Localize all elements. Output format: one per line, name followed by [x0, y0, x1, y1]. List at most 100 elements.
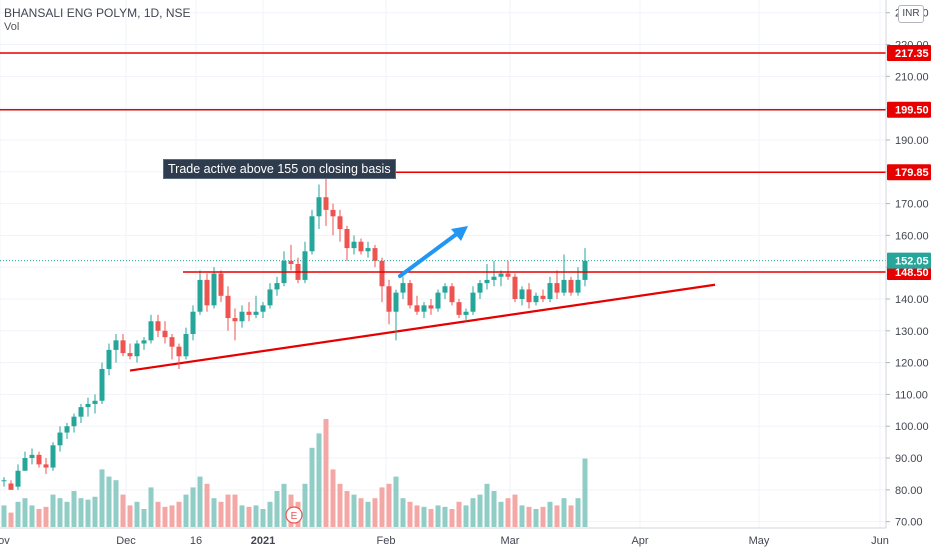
candle-body	[561, 279, 567, 293]
candle-body	[218, 273, 224, 296]
time-tick-label: Dec	[116, 535, 136, 547]
trend-arrow-shaft	[398, 231, 460, 278]
grid-lines	[0, 0, 886, 528]
candle-body	[232, 318, 238, 322]
volume-bar	[64, 501, 70, 527]
price-tick-label: 70.00	[895, 517, 923, 529]
volume-bar	[505, 498, 511, 527]
volume-bar	[246, 506, 252, 527]
candle-body	[582, 260, 588, 280]
volume-bar	[127, 505, 133, 527]
candle-body	[288, 260, 294, 264]
candle-body	[113, 340, 119, 350]
volume-bar	[155, 501, 161, 527]
candle-body	[204, 279, 210, 306]
candle-body	[554, 283, 560, 293]
time-tick-label: Nov	[0, 535, 10, 547]
trade-callout-label: Trade active above 155 on closing basis	[163, 159, 396, 179]
candle-body	[197, 279, 203, 312]
last-price-badge	[887, 252, 931, 269]
volume-bar	[169, 505, 175, 527]
trend-arrow-head	[451, 226, 468, 241]
candlesticks	[1, 171, 588, 490]
candle-body	[428, 305, 434, 309]
volume-bar	[120, 494, 126, 527]
candle-body	[71, 416, 77, 427]
volume-bar	[477, 494, 483, 527]
level-badge-label: 179.85	[895, 167, 929, 179]
candle-body	[43, 464, 49, 468]
candle-body	[477, 283, 483, 293]
candle-body	[330, 209, 336, 217]
volume-bar	[267, 501, 273, 527]
currency-button[interactable]: INR	[898, 5, 924, 23]
candle-body	[246, 311, 252, 315]
volume-bar	[43, 506, 49, 527]
symbol-title: BHANSALI ENG POLYM, 1D, NSE	[4, 6, 191, 20]
time-tick-label: May	[749, 535, 770, 547]
volume-bar	[533, 509, 539, 527]
candle-body	[1, 480, 7, 482]
candle-body	[239, 311, 245, 322]
level-badge	[887, 164, 931, 181]
candle-body	[85, 403, 91, 408]
volume-bar	[393, 476, 399, 527]
candle-body	[540, 295, 546, 299]
volume-bar	[372, 498, 378, 527]
last-price-label: 152.05	[895, 256, 929, 268]
candle-body	[183, 333, 189, 357]
volume-bar	[337, 483, 343, 527]
volume-bar	[540, 506, 546, 527]
volume-bar	[78, 498, 84, 527]
volume-bar	[211, 498, 217, 527]
candle-body	[302, 251, 308, 280]
volume-bar	[351, 494, 357, 527]
candle-body	[386, 286, 392, 312]
candle-body	[519, 289, 525, 299]
volume-bar	[309, 447, 315, 527]
volume-bar	[316, 433, 322, 527]
price-tick-label: 210.00	[895, 71, 929, 83]
candle-body	[36, 454, 42, 465]
candle-body	[358, 241, 364, 252]
candle-body	[316, 197, 322, 217]
price-tick-label: 160.00	[895, 230, 929, 242]
candle-body	[99, 368, 105, 401]
volume-label: Vol	[4, 21, 20, 33]
candle-body	[449, 286, 455, 303]
volume-bar	[344, 491, 350, 527]
volume-bar	[365, 501, 371, 527]
volume-bar	[547, 501, 553, 527]
volume-bar	[435, 505, 441, 527]
price-tick-label: 90.00	[895, 453, 923, 465]
volume-bar	[274, 491, 280, 527]
candle-body	[498, 273, 504, 277]
time-tick-label: 16	[190, 535, 202, 547]
level-badge	[887, 44, 931, 61]
volume-bar	[85, 499, 91, 527]
candle-body	[470, 292, 476, 312]
candle-body	[568, 279, 574, 293]
volume-bar	[71, 491, 77, 527]
candle-body	[78, 407, 84, 417]
candle-body	[400, 283, 406, 293]
volume-bar	[204, 483, 210, 527]
volume-bar	[57, 498, 63, 527]
volume-bar	[260, 509, 266, 527]
volume-bar	[323, 419, 329, 527]
volume-bar	[519, 505, 525, 527]
volume-bar	[15, 501, 21, 527]
time-tick-label: 2021	[251, 535, 275, 547]
candle-body	[323, 197, 329, 210]
candle-body	[8, 483, 14, 490]
volume-bar	[512, 494, 518, 527]
volume-bar	[197, 476, 203, 527]
support-trendline	[129, 283, 716, 372]
trendline-layer	[129, 283, 716, 372]
volume-bar	[281, 483, 287, 527]
volume-bar	[575, 498, 581, 527]
candle-body	[484, 279, 490, 284]
candle-body	[22, 458, 28, 471]
candle-body	[456, 302, 462, 315]
